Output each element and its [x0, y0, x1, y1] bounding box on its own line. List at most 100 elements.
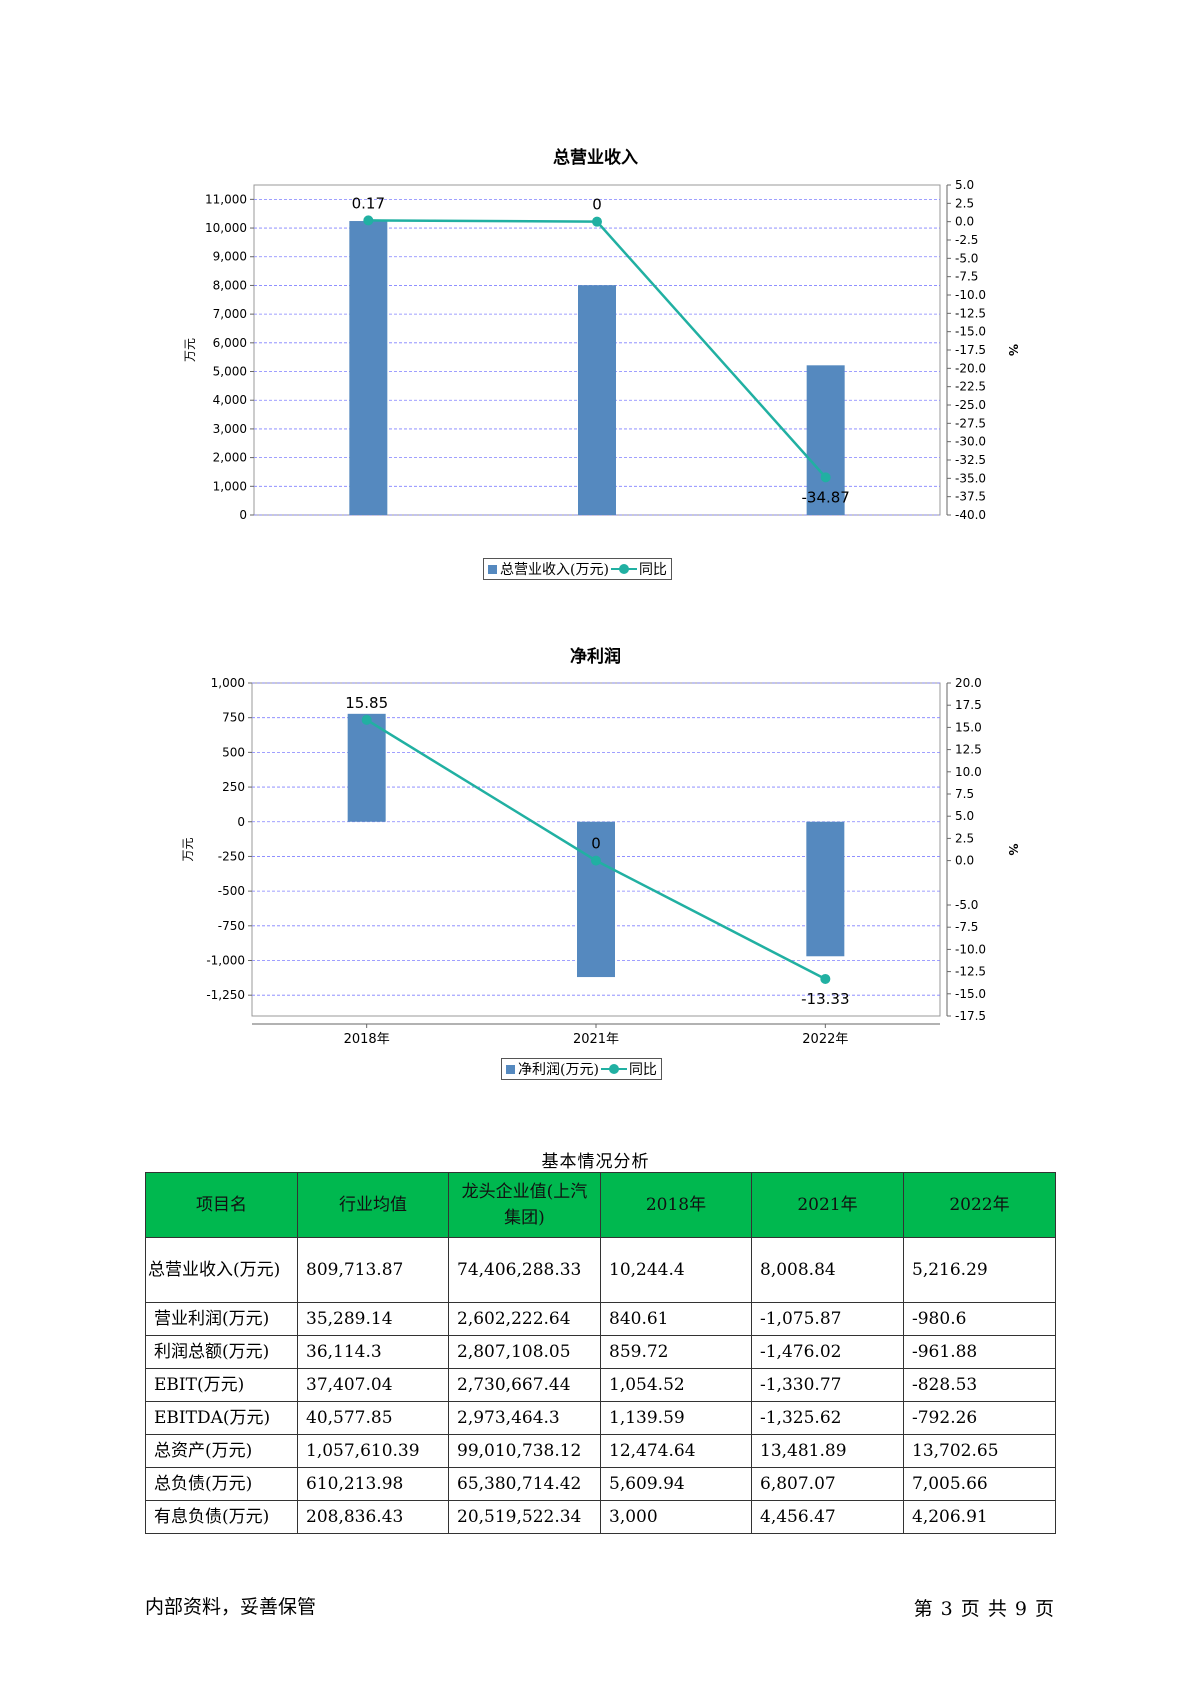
y2-tick-label: 2.5 — [955, 831, 974, 845]
table-cell: 40,577.85 — [297, 1401, 449, 1435]
table-row: EBITDA(万元) 40,577.85 2,973,464.3 1,139.59 -1… — [145, 1401, 1056, 1435]
y-tick-label: 11,000 — [205, 192, 247, 206]
y2-tick-label: 7.5 — [955, 787, 974, 801]
y-tick-label: 1,000 — [211, 676, 245, 690]
y2-axis-title: % — [1006, 344, 1020, 356]
table-cell: 12,474.64 — [600, 1434, 752, 1468]
table-cell: 1,139.59 — [600, 1401, 752, 1435]
header-item-name: 项目名 — [145, 1172, 298, 1238]
y2-tick-label: -15.0 — [955, 987, 986, 1001]
table-cell: 1,057,610.39 — [297, 1434, 449, 1468]
table-cell: 36,114.3 — [297, 1335, 449, 1369]
legend-bar-label: 总营业收入(万元) — [500, 562, 609, 578]
chart-title-net-profit: 净利润 — [570, 647, 621, 667]
row-label: 营业利润(万元) — [145, 1302, 298, 1336]
bar — [806, 821, 845, 957]
y2-tick-label: -10.0 — [955, 942, 986, 956]
table-cell: -828.53 — [903, 1368, 1056, 1402]
bar — [347, 713, 386, 822]
y2-tick-label: -35.0 — [955, 471, 986, 485]
table-row: 有息负债(万元) 208,836.43 20,519,522.34 3,000 4,45… — [145, 1500, 1056, 1534]
y-tick-label: 3,000 — [213, 422, 247, 436]
y-tick-label: -500 — [218, 884, 245, 898]
table-cell: 13,481.89 — [751, 1434, 904, 1468]
table-cell: 2,973,464.3 — [448, 1401, 601, 1435]
row-label: EBIT(万元) — [145, 1368, 298, 1402]
y2-tick-label: -7.5 — [955, 270, 978, 284]
header-2022: 2022年 — [903, 1172, 1056, 1238]
y-axis-title: 万元 — [181, 837, 195, 861]
legend-line-swatch — [610, 563, 637, 575]
y-tick-label: 7,000 — [213, 307, 247, 321]
net-profit-legend: 净利润(万元) 同比 — [501, 1058, 662, 1080]
x-tick-label: 2018年 — [344, 1032, 390, 1047]
table-cell: 7,005.66 — [903, 1467, 1056, 1501]
table-cell: -980.6 — [903, 1302, 1056, 1336]
y2-tick-label: -5.0 — [955, 251, 978, 265]
table-cell: 4,456.47 — [751, 1500, 904, 1534]
table-cell: 859.72 — [600, 1335, 752, 1369]
y-tick-label: 4,000 — [213, 393, 247, 407]
y2-tick-label: -27.5 — [955, 416, 986, 430]
row-label: 总负债(万元) — [145, 1467, 298, 1501]
legend-bar-label: 净利润(万元) — [518, 1062, 599, 1078]
table-cell: -1,330.77 — [751, 1368, 904, 1402]
table-cell: 13,702.65 — [903, 1434, 1056, 1468]
y2-tick-label: -32.5 — [955, 453, 986, 467]
y-axis-title: 万元 — [183, 338, 197, 362]
table-cell: 10,244.4 — [600, 1237, 752, 1303]
table-row: 总营业收入(万元) 809,713.87 74,406,288.33 10,244.4… — [145, 1237, 1056, 1303]
y2-tick-label: 20.0 — [955, 676, 982, 690]
table-header-row: 项目名 行业均值 龙头企业值(上汽集团) 2018年 2021年 2022年 — [145, 1172, 1056, 1238]
y2-tick-label: -12.5 — [955, 965, 986, 979]
table-cell: -1,476.02 — [751, 1335, 904, 1369]
y-tick-label: -1,000 — [206, 954, 245, 968]
yoy-point — [591, 855, 601, 866]
table-cell: 74,406,288.33 — [448, 1237, 601, 1303]
table-cell: 6,807.07 — [751, 1467, 904, 1501]
table-cell: 99,010,738.12 — [448, 1434, 601, 1468]
row-label: 利润总额(万元) — [145, 1335, 298, 1369]
y-tick-label: -250 — [218, 849, 245, 863]
y2-axis-title: % — [1006, 843, 1020, 855]
y-tick-label: 750 — [222, 711, 245, 725]
y2-tick-label: -30.0 — [955, 435, 986, 449]
y2-tick-label: 5.0 — [955, 178, 974, 192]
row-label: 总资产(万元) — [145, 1434, 298, 1468]
y-tick-label: 10,000 — [205, 221, 247, 235]
bar — [577, 821, 615, 978]
table-row: 营业利润(万元) 35,289.14 2,602,222.64 840.61 -1,07… — [145, 1302, 1056, 1336]
table-row: 总资产(万元) 1,057,610.39 99,010,738.12 12,474.6… — [145, 1434, 1056, 1468]
y2-tick-label: -37.5 — [955, 490, 986, 504]
table-cell: 3,000 — [600, 1500, 752, 1534]
y2-tick-label: 0.0 — [955, 215, 974, 229]
y2-tick-label: -25.0 — [955, 398, 986, 412]
yoy-point — [363, 215, 374, 226]
y2-tick-label: -2.5 — [955, 233, 978, 247]
header-leader-value: 龙头企业值(上汽集团) — [448, 1172, 601, 1238]
yoy-point — [361, 714, 372, 725]
y-tick-label: -1,250 — [206, 988, 245, 1002]
y-tick-label: 9,000 — [213, 250, 247, 264]
legend-bar-swatch — [488, 564, 497, 574]
y-tick-label: -750 — [218, 919, 245, 933]
table-cell: -792.26 — [903, 1401, 1056, 1435]
y2-tick-label: -12.5 — [955, 306, 986, 320]
row-label: EBITDA(万元) — [145, 1401, 298, 1435]
y2-tick-label: -7.5 — [955, 920, 978, 934]
table-row: 利润总额(万元) 36,114.3 2,807,108.05 859.72 -1,476… — [145, 1335, 1056, 1369]
table-cell: 1,054.52 — [600, 1368, 752, 1402]
y2-tick-label: 5.0 — [955, 809, 974, 823]
row-label: 有息负债(万元) — [145, 1500, 298, 1534]
y2-tick-label: -40.0 — [955, 508, 986, 520]
footer-confidential: 内部资料，妥善保管 — [145, 1596, 317, 1618]
table-cell: 20,519,522.34 — [448, 1500, 601, 1534]
table-row: EBIT(万元) 37,407.04 2,730,667.44 1,054.52 -1,… — [145, 1368, 1056, 1402]
header-2021: 2021年 — [751, 1172, 904, 1238]
y2-tick-label: 15.0 — [955, 720, 982, 734]
bar — [349, 221, 388, 515]
plot-frame — [251, 682, 941, 1017]
table-cell: 208,836.43 — [297, 1500, 449, 1534]
table-cell: 37,407.04 — [297, 1368, 449, 1402]
y2-tick-label: 0.0 — [955, 854, 974, 868]
